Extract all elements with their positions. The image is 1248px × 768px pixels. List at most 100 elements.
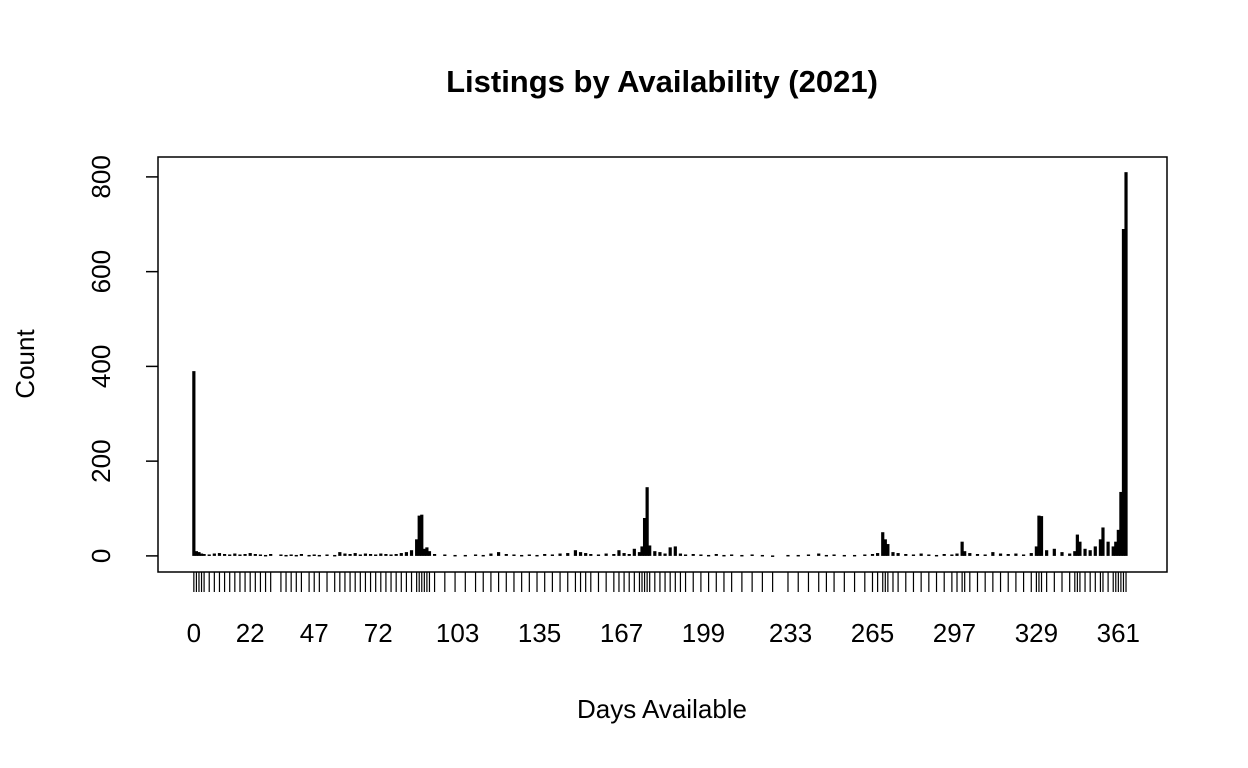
bar bbox=[312, 554, 316, 556]
bar bbox=[222, 553, 227, 556]
bar bbox=[637, 552, 642, 556]
bar bbox=[1021, 554, 1026, 556]
x-tick-label: 265 bbox=[851, 618, 894, 648]
bar bbox=[207, 554, 211, 556]
bar bbox=[648, 545, 652, 556]
bar bbox=[379, 553, 383, 556]
bar bbox=[409, 550, 414, 556]
bar bbox=[248, 553, 252, 556]
bar bbox=[432, 553, 437, 556]
bar bbox=[578, 552, 583, 556]
bar bbox=[963, 551, 967, 556]
bar bbox=[891, 552, 895, 556]
bar bbox=[1111, 546, 1115, 556]
bar bbox=[714, 553, 718, 556]
bar bbox=[543, 553, 547, 556]
bar bbox=[699, 554, 703, 556]
bar bbox=[927, 554, 931, 556]
bar bbox=[404, 552, 409, 556]
bar bbox=[919, 553, 923, 556]
bar bbox=[1124, 172, 1128, 556]
bar bbox=[415, 539, 419, 556]
bar bbox=[299, 553, 304, 556]
bar bbox=[881, 532, 885, 556]
x-tick-label: 199 bbox=[682, 618, 725, 648]
bar bbox=[1098, 539, 1103, 556]
bar bbox=[202, 553, 206, 556]
bar bbox=[333, 554, 337, 557]
bar bbox=[358, 554, 362, 556]
bar bbox=[589, 553, 593, 556]
bar bbox=[817, 553, 821, 556]
bar bbox=[683, 554, 688, 556]
bar bbox=[750, 554, 754, 556]
bar bbox=[394, 553, 398, 556]
x-tick-label: 233 bbox=[769, 618, 812, 648]
bar bbox=[353, 553, 357, 556]
bar bbox=[1093, 546, 1097, 556]
bar bbox=[673, 546, 677, 556]
bar bbox=[904, 553, 908, 556]
bar bbox=[1121, 229, 1126, 556]
bar bbox=[1114, 541, 1118, 556]
bar bbox=[368, 553, 373, 556]
bar bbox=[645, 487, 649, 556]
bar bbox=[374, 554, 378, 556]
x-tick-label: 22 bbox=[236, 618, 265, 648]
x-tick-label: 0 bbox=[187, 618, 201, 648]
bar bbox=[806, 554, 811, 556]
bar bbox=[512, 554, 516, 556]
x-tick-label: 135 bbox=[518, 618, 561, 648]
bar bbox=[289, 554, 293, 556]
bar bbox=[584, 553, 588, 556]
bar bbox=[233, 553, 237, 556]
bar bbox=[886, 544, 890, 556]
bar bbox=[1045, 550, 1049, 556]
bar bbox=[279, 554, 283, 556]
bar bbox=[955, 553, 959, 556]
bar bbox=[1029, 553, 1033, 556]
bar bbox=[238, 554, 242, 556]
bar bbox=[1083, 548, 1087, 556]
bar bbox=[1075, 534, 1079, 556]
bar bbox=[550, 554, 554, 556]
bar bbox=[642, 517, 647, 556]
bar bbox=[481, 554, 485, 557]
bar bbox=[852, 554, 857, 557]
bar bbox=[343, 553, 347, 556]
bar bbox=[504, 553, 508, 556]
bar bbox=[771, 555, 775, 557]
bar bbox=[842, 554, 846, 557]
x-tick-label: 361 bbox=[1097, 618, 1140, 648]
bar bbox=[786, 554, 790, 557]
bar bbox=[263, 554, 268, 557]
bar bbox=[832, 554, 836, 556]
bar bbox=[417, 515, 421, 556]
bar bbox=[520, 554, 524, 557]
bar bbox=[1052, 548, 1056, 556]
bar bbox=[294, 554, 298, 557]
bar bbox=[896, 553, 900, 556]
bar bbox=[192, 371, 196, 556]
bar bbox=[934, 554, 939, 557]
bar bbox=[463, 554, 467, 557]
x-tick-label: 167 bbox=[600, 618, 643, 648]
y-tick-label: 200 bbox=[86, 439, 116, 482]
bar bbox=[527, 554, 531, 556]
bar bbox=[863, 554, 867, 556]
bar bbox=[658, 552, 662, 556]
bar bbox=[796, 554, 800, 557]
bar bbox=[307, 554, 311, 557]
bar bbox=[217, 553, 222, 556]
y-tick-label: 0 bbox=[86, 549, 116, 563]
bar bbox=[199, 553, 204, 556]
bar bbox=[253, 553, 257, 556]
bar bbox=[1078, 541, 1082, 556]
bar bbox=[212, 553, 216, 556]
bar bbox=[824, 554, 828, 557]
bar bbox=[663, 553, 667, 556]
bar bbox=[399, 553, 403, 556]
bar bbox=[443, 554, 447, 556]
bar bbox=[497, 552, 501, 556]
